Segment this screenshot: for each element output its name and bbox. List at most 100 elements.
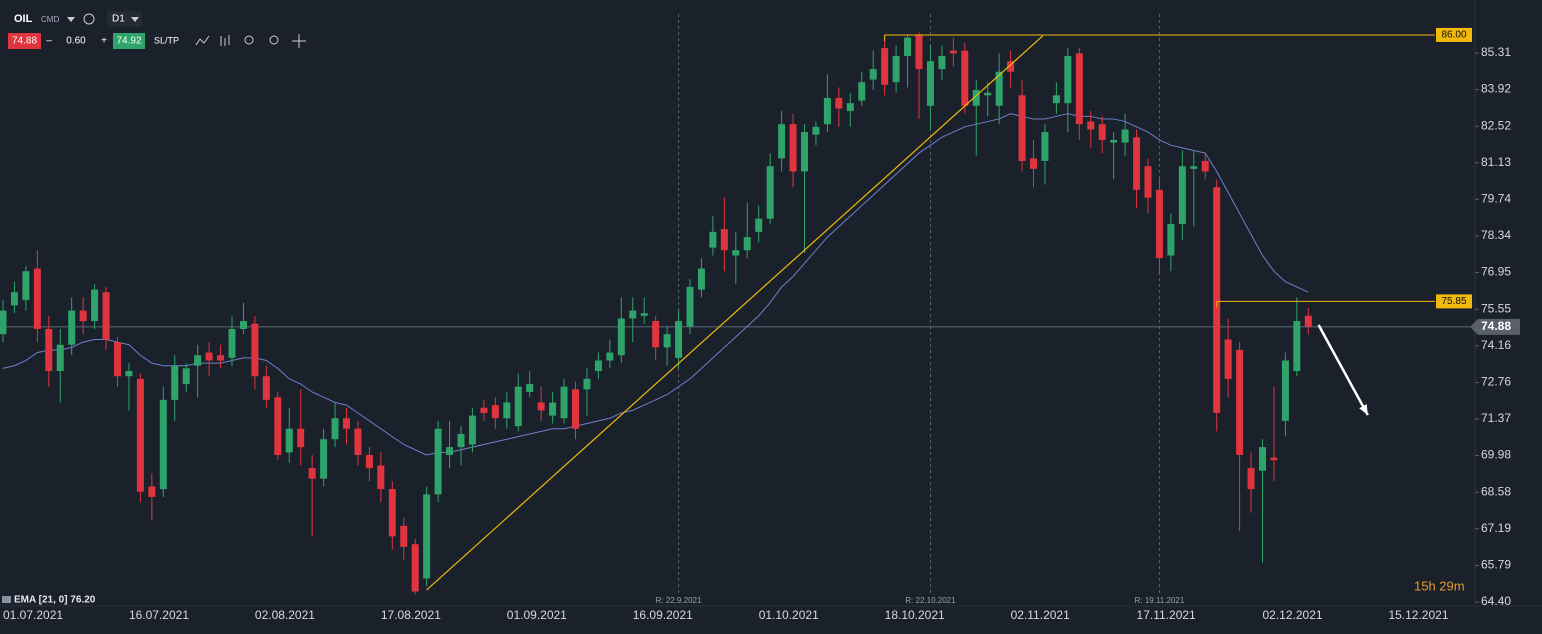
candle-body — [904, 37, 912, 56]
candle-body — [1155, 189, 1163, 259]
x-tick-label: 15.12.2021 — [1388, 608, 1448, 622]
candle-body — [217, 355, 225, 361]
candle-body — [136, 378, 144, 492]
candle-body — [1144, 166, 1152, 198]
timeframe-box[interactable] — [107, 11, 142, 27]
bid-box[interactable] — [8, 33, 41, 49]
candle-body — [789, 124, 797, 172]
zoom-in[interactable] — [269, 35, 279, 45]
candle-body — [68, 310, 76, 345]
candle-body — [652, 321, 660, 348]
sltp[interactable]: SL/TP — [154, 35, 179, 45]
candle-body — [835, 97, 843, 109]
candle-body — [274, 397, 282, 455]
candle-body — [285, 428, 293, 453]
candle-body — [1236, 349, 1244, 455]
candle-body — [434, 428, 442, 495]
x-tick-label: 17.11.2021 — [1137, 608, 1196, 622]
candle-body — [572, 389, 579, 429]
candle-body — [869, 69, 877, 80]
candle-body — [686, 286, 694, 327]
move-tool[interactable] — [292, 34, 306, 48]
x-tick-label: 18.10.2021 — [885, 608, 945, 622]
candle-body — [400, 525, 408, 547]
countdown: 15h 29m — [1414, 578, 1465, 593]
candle-body — [22, 271, 30, 301]
x-tick-label: 01.09.2021 — [507, 608, 567, 622]
candle-body — [33, 268, 41, 329]
bid[interactable]: 74.88 — [12, 36, 37, 47]
level-tag — [1436, 27, 1472, 42]
candle-body — [594, 360, 602, 371]
candle-body — [1281, 360, 1289, 421]
ask-box[interactable] — [113, 33, 145, 49]
level-label: 86.00 — [1441, 30, 1466, 41]
candle-body — [995, 71, 1003, 106]
candle-body — [125, 370, 133, 377]
y-tick-label: 65.79 — [1481, 558, 1511, 572]
line-tool[interactable] — [195, 35, 210, 46]
candle-body — [549, 402, 557, 416]
dropdown[interactable] — [131, 17, 139, 22]
candle-body — [537, 402, 545, 411]
candle-body — [308, 468, 316, 479]
x-tick-label: 01.10.2021 — [759, 608, 819, 622]
candle-body — [766, 166, 774, 219]
x-tick-label: 17.08.2021 — [381, 608, 441, 622]
candle-body — [1098, 124, 1106, 140]
candle-body — [1121, 129, 1129, 143]
x-tick-label: 02.12.2021 — [1263, 608, 1323, 622]
marker-label: R: 19.11.2021 — [1135, 596, 1185, 605]
candle-body — [949, 50, 957, 54]
y-tick-label: 83.92 — [1481, 82, 1511, 96]
candle-body — [526, 384, 534, 392]
candle-body — [343, 418, 350, 429]
y-tick-label: 68.58 — [1481, 484, 1511, 498]
marker-label: R: 22.10.2021 — [905, 596, 956, 605]
candle-body — [91, 289, 99, 322]
candle-body — [1190, 166, 1198, 169]
kind: CMD — [41, 15, 59, 24]
candle-body — [606, 352, 614, 361]
level-tag — [1436, 294, 1472, 309]
candle-body — [846, 103, 854, 112]
candle-body — [583, 378, 591, 390]
candle-body — [1259, 447, 1266, 471]
ask[interactable]: 74.92 — [116, 36, 141, 47]
candle-body — [926, 61, 934, 106]
plus[interactable]: + — [101, 36, 107, 47]
indicator-icon[interactable] — [2, 596, 11, 603]
symbol[interactable]: OIL — [14, 13, 33, 25]
candle-body — [423, 494, 431, 579]
candle-tool[interactable] — [220, 35, 230, 46]
y-tick-label: 72.76 — [1481, 375, 1511, 389]
candle-body — [560, 386, 568, 419]
candle-body — [446, 447, 454, 455]
candle-body — [1075, 53, 1083, 125]
forecast-arrow — [1317, 324, 1369, 416]
candle-body — [743, 237, 751, 251]
timeframe[interactable]: D1 — [112, 14, 125, 25]
candle-body — [1064, 55, 1072, 104]
candle-body — [823, 97, 831, 125]
candle-body — [1041, 132, 1049, 161]
candle-body — [663, 334, 671, 348]
x-tick-label: 02.11.2021 — [1011, 608, 1070, 622]
trendline — [426, 35, 1044, 591]
candle-body — [1110, 139, 1118, 143]
candle-body — [1293, 321, 1301, 371]
y-tick-label: 67.19 — [1481, 521, 1511, 535]
candle-body — [171, 365, 179, 400]
candle-body — [468, 415, 476, 445]
y-tick-label: 81.13 — [1481, 155, 1511, 169]
candle-body — [205, 352, 213, 361]
candle-body — [1178, 166, 1186, 224]
info-icon[interactable] — [83, 13, 95, 25]
candle-body — [377, 465, 385, 490]
candle-body — [297, 428, 305, 448]
minus[interactable]: – — [46, 36, 52, 47]
dropdown[interactable] — [67, 17, 75, 22]
zoom-out[interactable] — [244, 35, 254, 45]
candle-body — [411, 544, 419, 592]
candle-body — [732, 250, 740, 256]
